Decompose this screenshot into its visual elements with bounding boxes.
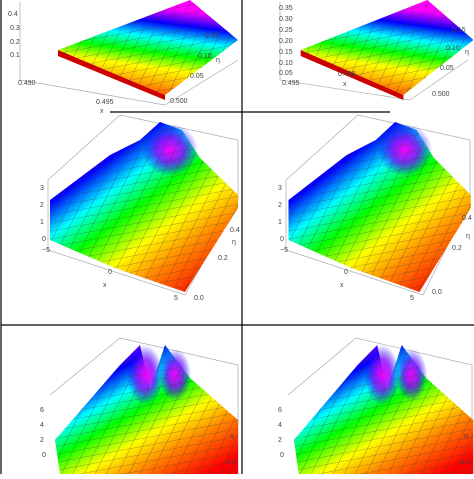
surface-plot: 3 2 1 0 −5 0 x 5 0.4 0.2 η 0.0	[40, 114, 240, 302]
tick-label: 0.15	[205, 33, 219, 40]
tick-label: 0.498	[338, 71, 356, 78]
axis-label: η	[230, 433, 234, 440]
tick-label: 5	[174, 295, 178, 302]
tick-label: 2	[278, 437, 282, 444]
tick-label: 0.495	[282, 80, 300, 87]
tick-label: 6	[40, 407, 44, 414]
tick-label: 0.0	[432, 289, 442, 296]
tick-label: 3	[40, 185, 44, 192]
tick-label: 1	[278, 219, 282, 226]
tick-label: 0.10	[446, 45, 460, 52]
surface-plot: 0.35 0.30 0.25 0.20 0.15 0.10 0.05 0.495…	[279, 0, 474, 101]
tick-label: 0.495	[96, 99, 114, 106]
tick-label: 0.05	[190, 73, 204, 80]
tick-label: 0.15	[279, 49, 293, 56]
tick-label: 0.15	[452, 27, 466, 34]
tick-label: 4	[40, 422, 44, 429]
tick-label: 4	[278, 422, 282, 429]
tick-label: −5	[42, 247, 50, 254]
tick-label: 0.500	[432, 91, 450, 98]
tick-label: 0	[280, 236, 284, 243]
tick-label: 2	[278, 202, 282, 209]
tick-label: 0.30	[279, 16, 293, 23]
surface-plot: 3 2 1 0 −5 0 x 5 0.4 0.2 η 0.0	[278, 114, 472, 302]
tick-label: 0.490	[18, 80, 36, 87]
tick-label: 0.10	[198, 53, 212, 60]
axis-label: η	[464, 433, 468, 440]
tick-label: 5	[410, 295, 414, 302]
tick-label: 0	[108, 269, 112, 276]
tick-label: 0.4	[230, 227, 240, 234]
axis-label: η	[466, 233, 470, 240]
tick-label: 0.20	[279, 38, 293, 45]
axis-label: x	[343, 81, 347, 88]
tick-label: 0.2	[460, 459, 470, 466]
tick-label: 0.4	[8, 11, 18, 18]
tick-label: 0.0	[194, 295, 204, 302]
surface-plot: 6 4 2 0 η 0.2	[40, 337, 239, 474]
tick-label: 0.05	[440, 65, 454, 72]
tick-label: 0.2	[226, 459, 236, 466]
tick-label: 2	[40, 437, 44, 444]
tick-label: 0.05	[279, 70, 293, 77]
tick-label: 0.4	[462, 215, 472, 222]
tick-label: 0.10	[279, 60, 293, 67]
tick-label: 0	[280, 452, 284, 459]
tick-label: 0.1	[10, 52, 20, 59]
tick-label: 0	[344, 269, 348, 276]
axis-label: η	[465, 49, 469, 56]
tick-label: 1	[40, 219, 44, 226]
tick-label: 0	[42, 452, 46, 459]
axis-label: x	[340, 282, 344, 289]
tick-label: 0.500	[170, 98, 188, 105]
tick-label: 0.35	[279, 5, 293, 12]
tick-label: 0.2	[218, 255, 228, 262]
tick-label: 6	[278, 407, 282, 414]
axis-label: η	[216, 57, 220, 64]
tick-label: 0.25	[279, 27, 293, 34]
tick-label: −5	[280, 247, 288, 254]
axis-label: x	[103, 282, 107, 289]
tick-label: 3	[278, 185, 282, 192]
surface-plot: 0.4 0.3 0.2 0.1 0.490 0.495 x 0.15 0.10 …	[8, 0, 239, 115]
tick-label: 0.3	[10, 25, 20, 32]
tick-label: 0.2	[10, 39, 20, 46]
tick-label: 0.2	[452, 245, 462, 252]
tick-label: 0	[42, 236, 46, 243]
axis-label: η	[232, 239, 236, 246]
axis-label: x	[100, 108, 104, 115]
surface-plot: 6 4 2 0 η 0.2	[278, 337, 474, 474]
tick-label: 2	[40, 202, 44, 209]
